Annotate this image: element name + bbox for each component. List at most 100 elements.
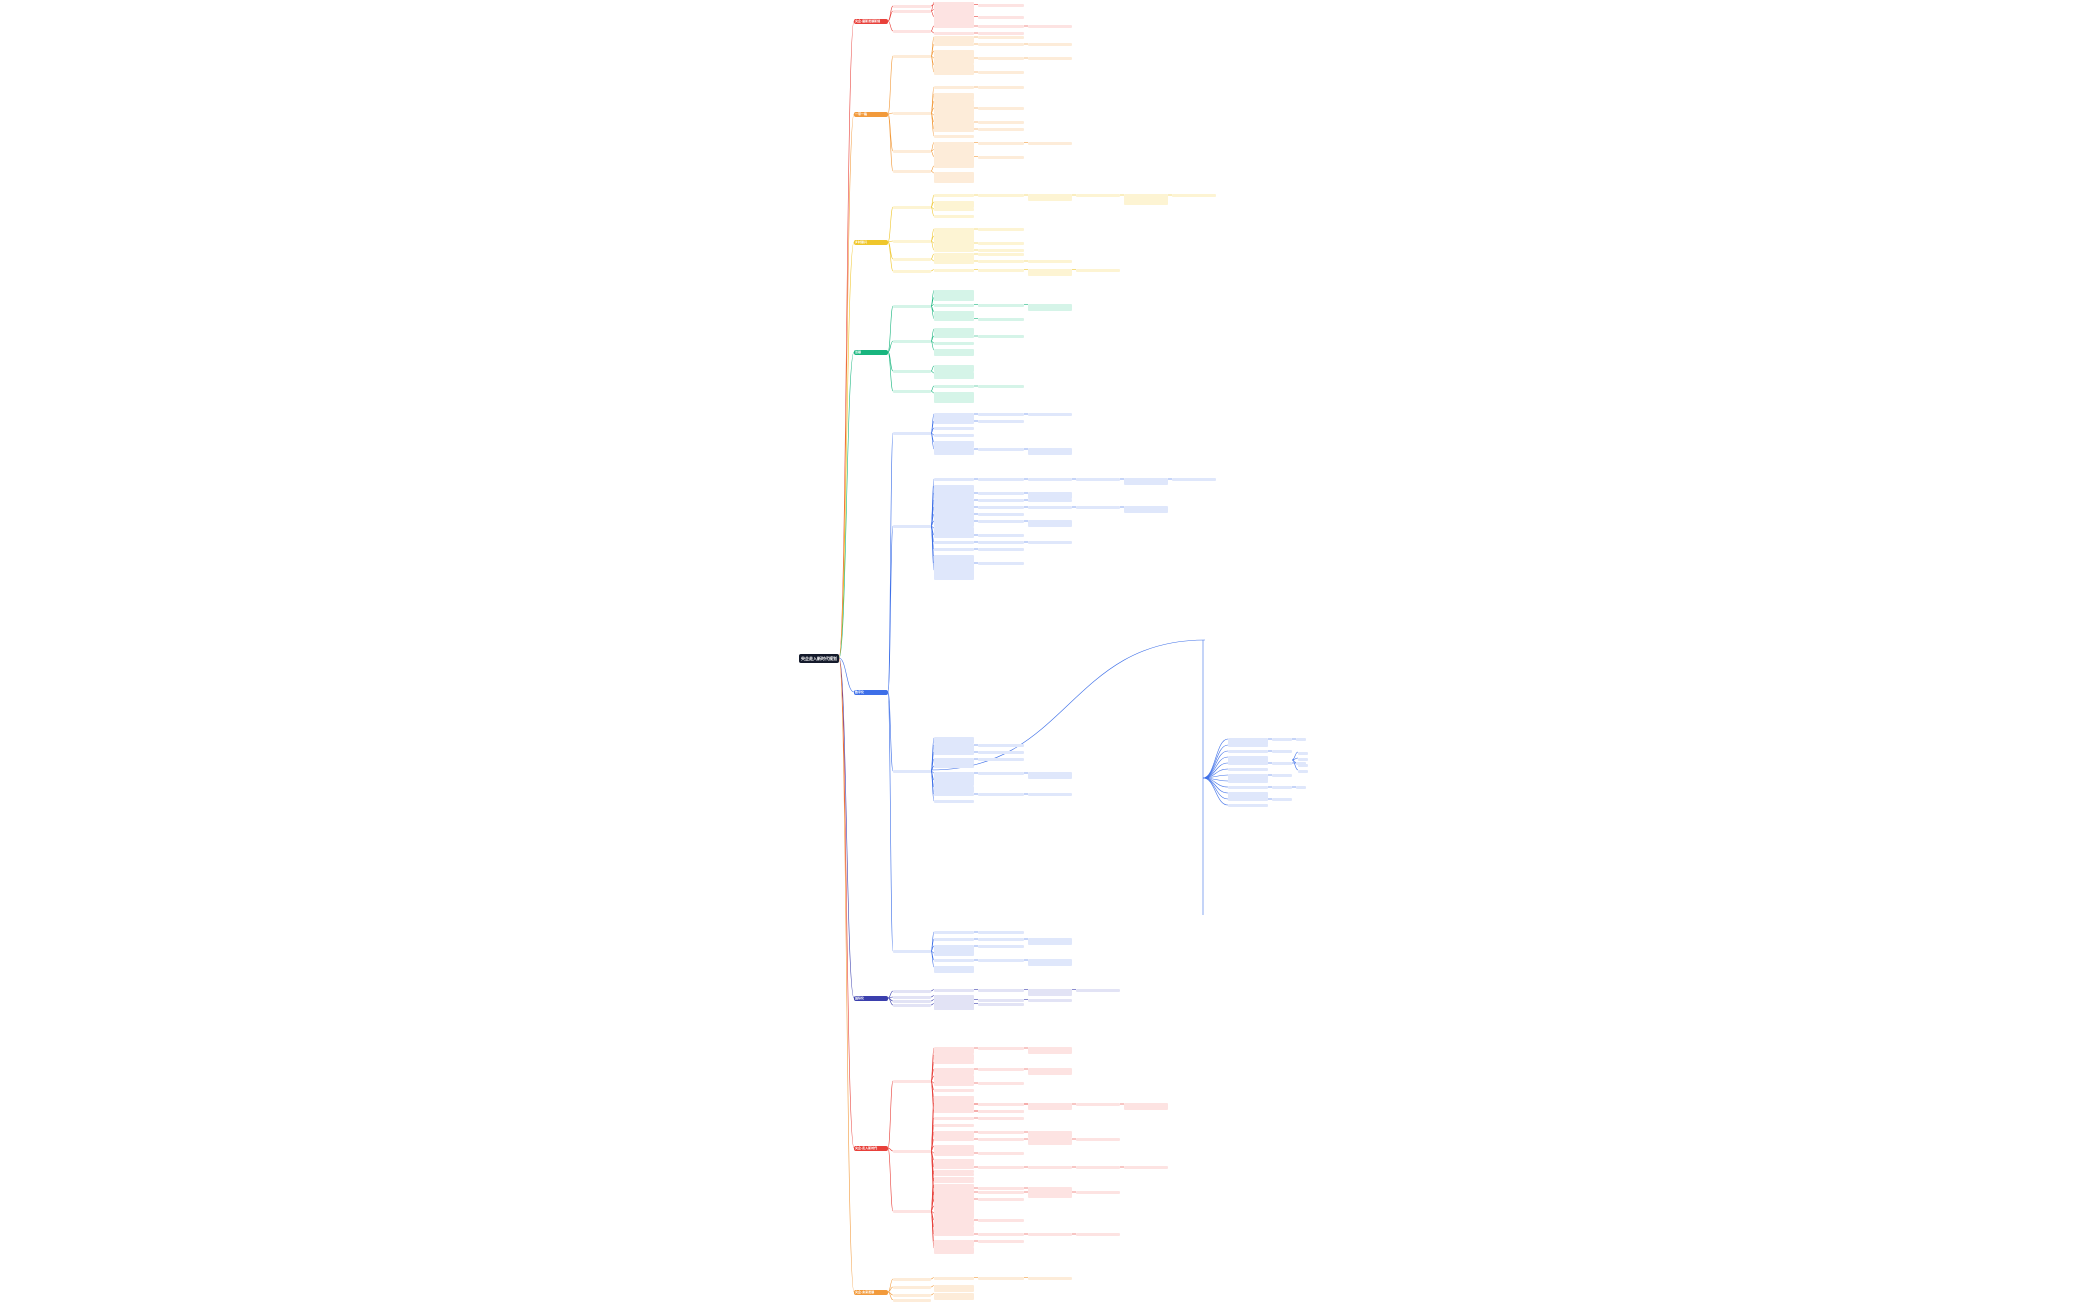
detail-node[interactable] — [934, 931, 974, 934]
sub-detail-node[interactable] — [1028, 1138, 1072, 1145]
sub-detail-node[interactable] — [1076, 506, 1120, 509]
detail-node[interactable] — [934, 1191, 974, 1202]
detail-node[interactable] — [934, 317, 974, 321]
detail-node[interactable] — [934, 751, 974, 754]
detail-node[interactable] — [934, 107, 974, 118]
detail-node[interactable] — [934, 121, 974, 132]
sub-detail-node[interactable] — [978, 303, 1024, 307]
sub-detail-node[interactable] — [1296, 762, 1306, 765]
topic-node[interactable] — [893, 1150, 931, 1153]
detail-node[interactable] — [934, 758, 974, 765]
detail-node[interactable] — [934, 1184, 974, 1191]
detail-node[interactable] — [934, 1047, 974, 1054]
sub-detail-node[interactable] — [978, 548, 1024, 551]
sub-detail-node[interactable] — [978, 562, 1024, 565]
detail-node[interactable] — [934, 1240, 974, 1247]
detail-node[interactable] — [934, 385, 974, 388]
detail-node[interactable] — [934, 1276, 974, 1280]
detail-node[interactable] — [934, 141, 974, 153]
sub-detail-node[interactable] — [1172, 194, 1216, 197]
detail-node[interactable] — [934, 800, 974, 803]
sub-detail-node[interactable] — [1028, 25, 1072, 28]
detail-node[interactable] — [934, 365, 974, 372]
sub-detail-node[interactable] — [1076, 1233, 1120, 1236]
sub-detail-node[interactable] — [978, 744, 1024, 747]
detail-node[interactable] — [934, 744, 974, 755]
detail-node[interactable] — [934, 43, 974, 46]
detail-node[interactable] — [934, 235, 974, 246]
branch-node-3[interactable]: 乡村振兴 — [854, 240, 888, 245]
sub-detail-node[interactable] — [1028, 492, 1072, 499]
detail-node[interactable] — [934, 1166, 974, 1169]
detail-node[interactable] — [1228, 756, 1268, 763]
detail-node[interactable] — [934, 148, 974, 156]
detail-node[interactable] — [934, 328, 974, 335]
sub-detail-node[interactable] — [978, 420, 1024, 423]
sub-detail-node[interactable] — [1028, 1103, 1072, 1106]
detail-node[interactable] — [934, 994, 974, 1002]
detail-node[interactable] — [934, 1002, 974, 1010]
topic-node[interactable] — [893, 112, 931, 115]
detail-node[interactable] — [934, 1075, 974, 1086]
sub-detail-node[interactable] — [1076, 1191, 1120, 1194]
sub-detail-node[interactable] — [978, 413, 1024, 416]
sub-detail-node[interactable] — [978, 959, 1024, 962]
sub-detail-node[interactable] — [978, 194, 1024, 197]
sub-detail-node[interactable] — [1028, 478, 1072, 481]
detail-node[interactable] — [934, 1124, 974, 1127]
topic-node[interactable] — [893, 770, 931, 773]
detail-node[interactable] — [934, 128, 974, 131]
detail-node[interactable] — [934, 520, 974, 527]
topic-node[interactable] — [893, 150, 931, 153]
detail-node[interactable] — [934, 310, 974, 318]
detail-node[interactable] — [934, 1284, 974, 1292]
sub-detail-node[interactable] — [1272, 798, 1292, 801]
sub-detail-node[interactable] — [1298, 770, 1308, 773]
detail-node[interactable] — [934, 1212, 974, 1219]
detail-node[interactable] — [934, 793, 974, 796]
detail-node[interactable] — [934, 165, 974, 168]
sub-detail-node[interactable] — [1298, 752, 1308, 755]
sub-detail-node[interactable] — [1076, 478, 1120, 481]
sub-detail-node[interactable] — [1296, 786, 1306, 789]
detail-node[interactable] — [1228, 780, 1268, 783]
sub-detail-node[interactable] — [1028, 448, 1072, 455]
sub-detail-node[interactable] — [1298, 764, 1308, 767]
sub-detail-node[interactable] — [978, 534, 1024, 537]
sub-detail-node[interactable] — [1028, 988, 1072, 996]
detail-node[interactable] — [934, 485, 974, 496]
sub-detail-node[interactable] — [1028, 194, 1072, 201]
sub-detail-node[interactable] — [978, 1219, 1024, 1222]
topic-node[interactable] — [893, 1278, 931, 1281]
detail-node[interactable] — [934, 215, 974, 218]
topic-node[interactable] — [893, 240, 931, 243]
detail-node[interactable] — [1228, 750, 1268, 753]
detail-node[interactable] — [934, 1233, 974, 1236]
topic-node[interactable] — [893, 258, 931, 261]
detail-node[interactable] — [934, 1173, 974, 1176]
detail-node[interactable] — [934, 3, 974, 11]
detail-node[interactable] — [934, 71, 974, 74]
detail-node[interactable] — [934, 513, 974, 524]
detail-node[interactable] — [934, 1205, 974, 1216]
detail-node[interactable] — [934, 1152, 974, 1155]
detail-node[interactable] — [934, 1131, 974, 1138]
detail-node[interactable] — [934, 772, 974, 783]
sub-detail-node[interactable] — [978, 1240, 1024, 1243]
detail-node[interactable] — [934, 1103, 974, 1110]
detail-node[interactable] — [934, 562, 974, 573]
detail-node[interactable] — [934, 1219, 974, 1226]
sub-detail-node[interactable] — [1028, 268, 1072, 276]
detail-node[interactable] — [934, 86, 974, 89]
sub-detail-node[interactable] — [978, 998, 1024, 1002]
sub-detail-node[interactable] — [978, 1103, 1024, 1106]
branch-node-7[interactable]: 央企·走入新时代 — [854, 1146, 888, 1151]
sub-detail-node[interactable] — [978, 499, 1024, 502]
sub-detail-node[interactable] — [978, 1152, 1024, 1155]
sub-detail-node[interactable] — [1028, 413, 1072, 416]
sub-detail-node[interactable] — [978, 1068, 1024, 1071]
detail-node[interactable] — [934, 420, 974, 423]
topic-node[interactable] — [893, 1080, 931, 1083]
sub-detail-node[interactable] — [1028, 1131, 1072, 1138]
sub-detail-node[interactable] — [978, 1166, 1024, 1169]
